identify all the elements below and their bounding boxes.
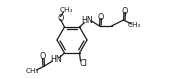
Text: CH₃: CH₃ [60, 7, 73, 13]
Text: HN: HN [51, 55, 62, 64]
Text: Cl: Cl [79, 59, 87, 68]
Text: HN: HN [82, 15, 93, 24]
Text: O: O [57, 14, 64, 23]
Text: O: O [98, 12, 104, 21]
Text: O: O [122, 6, 128, 15]
Text: O: O [40, 52, 46, 61]
Text: CH₃: CH₃ [128, 22, 141, 28]
Text: CH₃: CH₃ [26, 68, 39, 74]
